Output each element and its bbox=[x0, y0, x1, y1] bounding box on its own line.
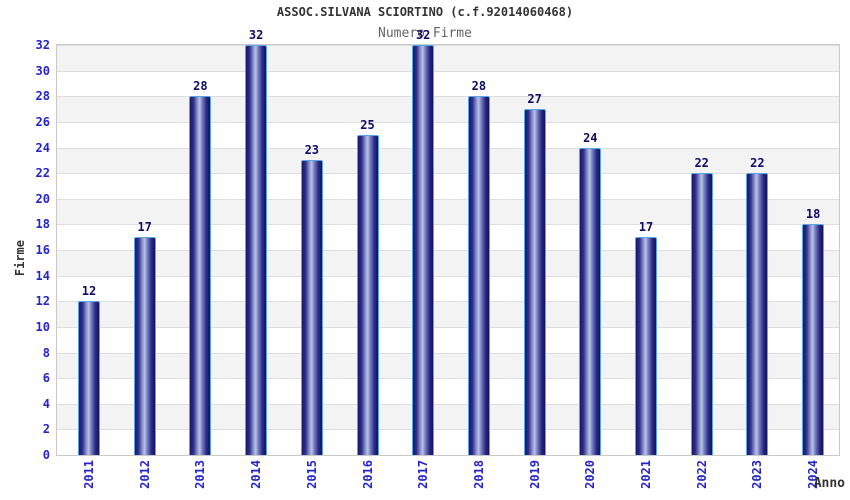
grid-band bbox=[57, 96, 839, 122]
x-tick-label-2016: 2016 bbox=[360, 460, 375, 489]
y-tick-label: 28 bbox=[35, 89, 50, 104]
grid-band bbox=[57, 352, 839, 379]
x-tick-label-2018: 2018 bbox=[471, 460, 486, 489]
bar-2015 bbox=[300, 160, 323, 455]
y-tick-label: 4 bbox=[42, 396, 50, 411]
x-tick-label-2019: 2019 bbox=[527, 460, 542, 489]
grid-band bbox=[57, 250, 839, 276]
x-tick-label-2015: 2015 bbox=[304, 460, 319, 489]
bar-2013 bbox=[189, 96, 212, 455]
grid-band bbox=[57, 121, 839, 148]
chart-title: ASSOC.SILVANA SCIORTINO (c.f.92014060468… bbox=[276, 5, 574, 19]
bar-2018 bbox=[467, 96, 490, 455]
grid-band bbox=[57, 403, 839, 430]
y-tick-label: 32 bbox=[35, 38, 50, 52]
grid-band bbox=[57, 326, 839, 353]
y-tick-label: 2 bbox=[42, 422, 50, 437]
bar-value-label: 32 bbox=[248, 28, 264, 42]
grid-band bbox=[57, 429, 839, 455]
bar-value-label: 22 bbox=[694, 156, 709, 171]
bar-value-label: 28 bbox=[471, 79, 487, 94]
bar-2024 bbox=[802, 224, 825, 455]
bar-2014 bbox=[245, 45, 268, 455]
bar-value-label: 28 bbox=[193, 79, 208, 94]
grid-band bbox=[57, 198, 839, 225]
grid-band bbox=[57, 45, 839, 71]
chart-subtitle: Numero Firme bbox=[378, 26, 472, 41]
x-tick-label-2022: 2022 bbox=[694, 460, 709, 489]
bar-value-label: 24 bbox=[583, 130, 598, 145]
grid-band bbox=[57, 275, 839, 302]
y-tick-label: 26 bbox=[35, 114, 50, 129]
bar-2020 bbox=[579, 147, 602, 455]
y-tick-label: 6 bbox=[42, 371, 50, 386]
grid-band bbox=[57, 173, 839, 199]
y-tick-label: 10 bbox=[35, 319, 50, 334]
x-tick-label-2021: 2021 bbox=[639, 460, 653, 489]
grid-band bbox=[57, 70, 839, 97]
bar-value-label: 17 bbox=[638, 220, 654, 235]
bar-value-label: 27 bbox=[527, 92, 542, 107]
bar-2021 bbox=[635, 237, 657, 455]
y-tick-label: 8 bbox=[42, 345, 50, 360]
x-tick-label-2020: 2020 bbox=[583, 460, 598, 489]
bar-2011 bbox=[78, 301, 100, 455]
grid-band bbox=[57, 301, 839, 327]
bar-2022 bbox=[690, 173, 713, 455]
grid-band bbox=[57, 147, 839, 174]
bar-value-label: 18 bbox=[805, 207, 821, 222]
bar-value-label: 17 bbox=[137, 220, 152, 235]
y-tick-label: 18 bbox=[35, 217, 50, 232]
y-tick-label: 0 bbox=[42, 448, 50, 462]
x-tick-label-2012: 2012 bbox=[137, 460, 152, 489]
bar-value-label: 32 bbox=[415, 28, 431, 42]
y-tick-label: 24 bbox=[35, 140, 50, 155]
bar-value-label: 22 bbox=[750, 156, 765, 171]
plot-area: 12 17 28 32 23 25 32 28 27 24 17 22 22 18 bbox=[56, 28, 840, 456]
bar-value-label: 25 bbox=[360, 117, 375, 132]
x-axis-label: Anno bbox=[813, 476, 845, 491]
grid-band bbox=[57, 224, 839, 250]
bar-2023 bbox=[746, 173, 769, 455]
bar-2019 bbox=[523, 109, 546, 455]
bar-2017 bbox=[412, 45, 435, 455]
x-tick-label-2014: 2014 bbox=[249, 460, 264, 489]
bar-2012 bbox=[133, 237, 156, 455]
x-tick-label-2011: 2011 bbox=[82, 460, 96, 489]
x-tick-label-2023: 2023 bbox=[750, 460, 765, 489]
y-tick-label: 16 bbox=[35, 243, 50, 257]
y-tick-label: 14 bbox=[35, 268, 50, 283]
x-tick-label-2013: 2013 bbox=[193, 460, 208, 489]
bar-value-label: 23 bbox=[304, 143, 320, 158]
y-tick-label: 22 bbox=[35, 166, 50, 181]
bar-2016 bbox=[356, 134, 379, 455]
x-tick-label-2017: 2017 bbox=[416, 460, 431, 489]
bar-value-label: 12 bbox=[81, 284, 97, 299]
y-tick-label: 20 bbox=[35, 191, 50, 206]
grid-band bbox=[57, 378, 839, 404]
y-tick-label: 12 bbox=[35, 294, 50, 309]
y-tick-label: 30 bbox=[35, 63, 50, 78]
